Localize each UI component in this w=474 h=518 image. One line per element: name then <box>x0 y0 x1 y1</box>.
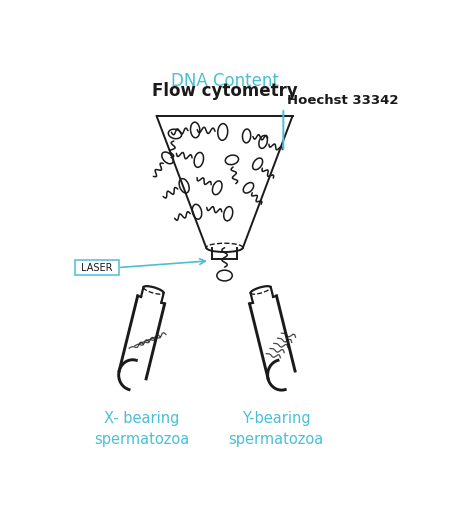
Text: LASER: LASER <box>81 263 113 272</box>
Text: Hoechst 33342: Hoechst 33342 <box>287 94 399 107</box>
Text: Flow cytometry: Flow cytometry <box>152 82 297 100</box>
Text: X- bearing
spermatozoa: X- bearing spermatozoa <box>94 411 190 447</box>
FancyBboxPatch shape <box>75 261 119 275</box>
Text: DNA Content: DNA Content <box>171 72 279 90</box>
Text: Y-bearing
spermatozoa: Y-bearing spermatozoa <box>228 411 324 447</box>
